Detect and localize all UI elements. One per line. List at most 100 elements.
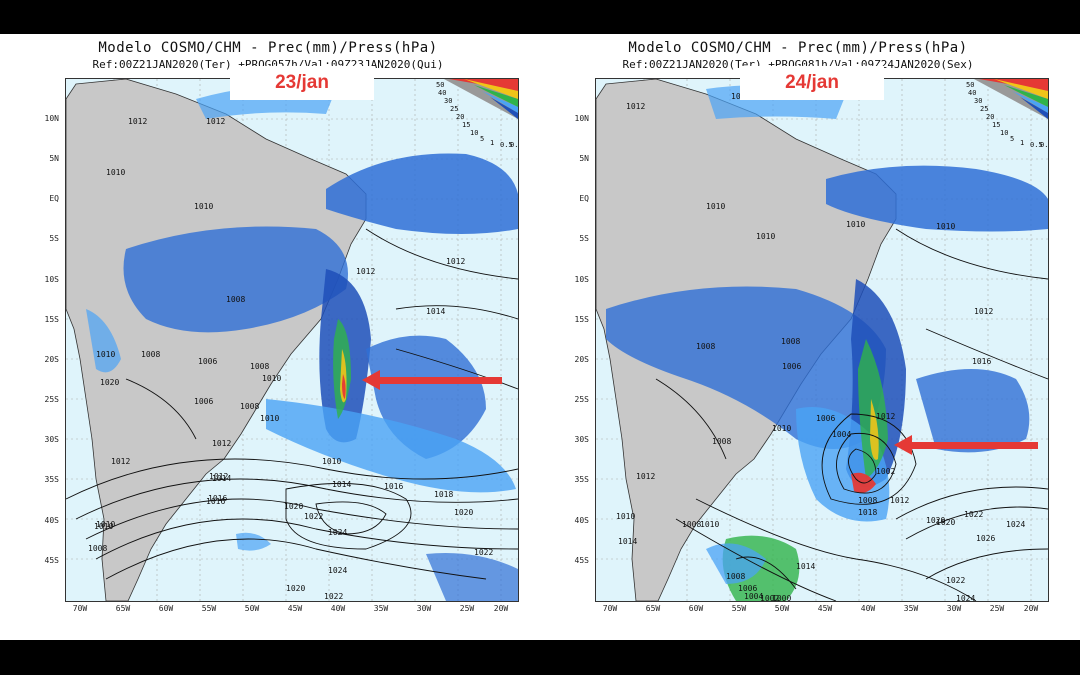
legend-value: 0.5	[1030, 141, 1043, 149]
legend-value: 15	[992, 121, 1000, 129]
precip-legend	[974, 79, 1048, 119]
legend-values: 50 40 30 25 20 15 10 5 1 0.5 0.1	[966, 81, 1048, 149]
isobar-label: 1020	[286, 584, 305, 593]
legend-value: 5	[480, 135, 484, 143]
isobar-label: 1008	[141, 350, 160, 359]
lon-label: 65W	[645, 604, 661, 613]
isobar-label: 1014	[796, 562, 815, 571]
legend-value: 0.1	[510, 141, 518, 149]
isobar-label: 1018	[858, 508, 877, 517]
isobar-label: 1010	[706, 202, 725, 211]
isobar-label: 1010	[94, 522, 113, 531]
isobar-label: 1010	[96, 520, 115, 529]
lat-label: 45S	[44, 556, 59, 565]
isobar-label: 1020	[454, 508, 473, 517]
legend-value: 25	[450, 105, 458, 113]
lat-label: EQ	[49, 194, 59, 203]
legend-value: 50	[966, 81, 974, 89]
isobar-label: 1024	[956, 594, 975, 601]
isobar-label: 1018	[434, 490, 453, 499]
forecast-panel-24jan: Modelo COSMO/CHM - Prec(mm)/Press(hPa) R…	[548, 34, 1049, 640]
lat-label: 20S	[44, 355, 59, 364]
isobar-lines	[655, 228, 1048, 601]
lon-label: 30W	[946, 604, 962, 613]
lat-label: 20S	[574, 355, 589, 364]
map-svg: 1012 1012 1010 1010 1010 1010 1012 1008 …	[596, 79, 1048, 601]
isobar-label: 1022	[304, 512, 323, 521]
isobar-label: 1006	[816, 414, 835, 423]
isobar-label: 1006	[194, 397, 213, 406]
isobar-label: 1010	[756, 232, 775, 241]
legend-value: 0.1	[1040, 141, 1048, 149]
isobar-label: 1020	[936, 518, 955, 527]
isobar-label: 1002	[876, 467, 895, 476]
isobar-label: 1016	[972, 357, 991, 366]
precipitation-field	[86, 85, 518, 601]
isobar-label: 1020	[284, 502, 303, 511]
isobar-label: 1008	[858, 496, 877, 505]
isobar-label: 1020	[926, 516, 945, 525]
isobar-label: 1008	[682, 520, 701, 529]
legend-value: 10	[1000, 129, 1008, 137]
lat-label: 30S	[574, 435, 589, 444]
isobar-label: 1004	[832, 430, 851, 439]
lat-label: 5S	[49, 234, 59, 243]
date-label: 24/jan	[740, 66, 884, 100]
isobar-label: 1012	[209, 472, 228, 481]
legend-value: 5	[1010, 135, 1014, 143]
lon-label: 50W	[774, 604, 790, 613]
legend-value: 30	[974, 97, 982, 105]
isobar-label: 1008	[726, 572, 745, 581]
lat-label: 40S	[574, 516, 589, 525]
legend-value: 15	[462, 121, 470, 129]
red-arrow-icon	[894, 435, 1038, 455]
legend-value: 20	[986, 113, 994, 121]
isobar-label: 1012	[446, 257, 465, 266]
lon-label: 70W	[602, 604, 618, 613]
isobar-label: 1006	[782, 362, 801, 371]
isobar-label: 1008	[781, 337, 800, 346]
isobar-label: 1006	[738, 584, 757, 593]
lon-label: 55W	[201, 604, 217, 613]
isobar-label: 1012	[890, 496, 909, 505]
lat-label: 40S	[44, 516, 59, 525]
legend-value: 40	[438, 89, 446, 97]
lon-label: 40W	[860, 604, 876, 613]
legend-values: 50 40 30 25 20 15 10 5 1 0.5 0.1	[436, 81, 518, 149]
legend-value: 1	[490, 139, 494, 147]
precipitation-map: 1012 1012 1010 1010 1008 1006 1008 1010 …	[65, 78, 519, 602]
isobar-label: 1014	[426, 307, 445, 316]
legend-value: 20	[456, 113, 464, 121]
lon-label: 50W	[244, 604, 260, 613]
precip-legend	[444, 79, 518, 119]
precipitation-field	[606, 85, 1048, 601]
isobar-label: 1012	[626, 102, 645, 111]
isobar-label: 1012	[212, 439, 231, 448]
lat-label: 5N	[579, 154, 589, 163]
isobar-label: 1010	[262, 374, 281, 383]
lon-label: 70W	[72, 604, 88, 613]
isobar-label: 1008	[712, 437, 731, 446]
isobar-label: 1010	[936, 222, 955, 231]
lat-label: 30S	[44, 435, 59, 444]
legend-value: 30	[444, 97, 452, 105]
legend-value: 1	[1020, 139, 1024, 147]
panel-subtitle: Ref:00Z21JAN2020(Ter) +PROG081h/Val:09Z2…	[622, 58, 974, 71]
isobar-label: 1012	[876, 412, 895, 421]
isobar-label: 1014	[332, 480, 351, 489]
panel-title: Modelo COSMO/CHM - Prec(mm)/Press(hPa)	[628, 40, 968, 56]
isobar-label: 1022	[324, 592, 343, 601]
isobar-label: 1026	[976, 534, 995, 543]
lat-label: 35S	[44, 475, 59, 484]
isobar-label: 1010	[194, 202, 213, 211]
isobar-label: 1010	[260, 414, 279, 423]
isobar-label: 1008	[88, 544, 107, 553]
isobar-label: 1016	[384, 482, 403, 491]
isobar-label: 1012	[636, 472, 655, 481]
isobar-label: 1012	[128, 117, 147, 126]
isobar-label: 1012	[356, 267, 375, 276]
lon-label: 45W	[287, 604, 303, 613]
lat-label: EQ	[579, 194, 589, 203]
isobar-label: 1014	[212, 474, 231, 483]
isobar-label: 1000	[772, 594, 791, 601]
